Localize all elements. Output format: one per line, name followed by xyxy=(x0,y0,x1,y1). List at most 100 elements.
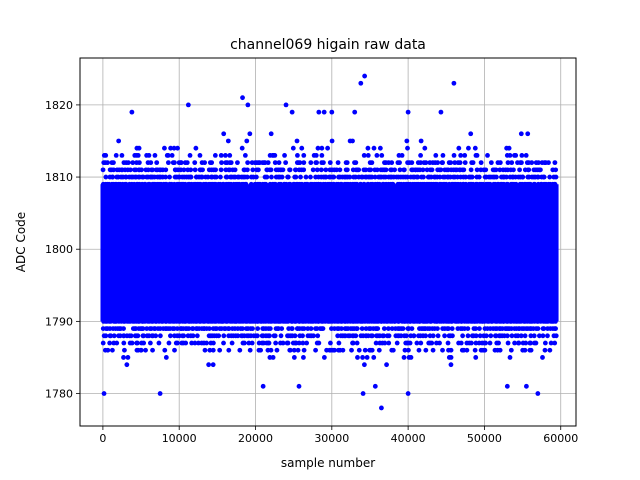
sample-point xyxy=(423,333,429,339)
sample-point xyxy=(263,181,269,187)
outlier-point xyxy=(240,95,245,101)
sample-point xyxy=(194,333,200,339)
sample-point xyxy=(319,145,325,151)
sample-point xyxy=(536,160,541,166)
sample-point xyxy=(445,340,451,346)
sample-point xyxy=(339,326,344,331)
sample-point xyxy=(320,326,326,331)
sample-point xyxy=(396,318,402,324)
sample-point xyxy=(540,333,546,339)
sample-point xyxy=(287,167,293,173)
sample-point xyxy=(163,355,169,360)
outlier-point xyxy=(504,383,510,389)
sample-point xyxy=(154,160,160,166)
sample-point xyxy=(213,167,218,173)
sample-point xyxy=(327,160,333,166)
sample-point xyxy=(295,347,301,353)
sample-point xyxy=(331,174,337,180)
sample-point xyxy=(448,362,454,368)
sample-point xyxy=(452,160,458,166)
sample-point xyxy=(449,326,455,331)
sample-point xyxy=(162,145,167,151)
sample-point xyxy=(108,318,114,324)
sample-point xyxy=(192,167,198,173)
sample-point xyxy=(368,167,374,173)
sample-point xyxy=(103,174,109,180)
y-axis-label: ADC Code xyxy=(14,212,28,272)
sample-point xyxy=(488,333,494,339)
sample-point xyxy=(553,167,559,173)
sample-point xyxy=(547,347,553,353)
sample-point xyxy=(229,340,235,346)
sample-point xyxy=(513,153,519,158)
outlier-point xyxy=(289,109,295,115)
sample-point xyxy=(438,167,444,173)
sample-point xyxy=(473,355,479,360)
sample-point xyxy=(536,333,542,339)
sample-point xyxy=(361,181,367,187)
sample-point xyxy=(165,160,171,166)
sample-point xyxy=(270,355,276,360)
sample-point xyxy=(300,340,306,346)
x-tick-label: 50000 xyxy=(467,432,502,445)
sample-point xyxy=(147,340,153,346)
sample-point xyxy=(287,347,293,353)
sample-point xyxy=(301,160,307,166)
sample-point xyxy=(174,326,180,331)
sample-point xyxy=(166,340,172,346)
sample-point xyxy=(369,160,375,166)
sample-point xyxy=(243,181,249,187)
sample-point xyxy=(125,160,131,166)
sample-point xyxy=(448,347,454,353)
sample-point xyxy=(522,333,528,339)
sample-point xyxy=(516,340,522,346)
sample-point xyxy=(399,153,405,158)
sample-point xyxy=(141,333,147,339)
sample-point xyxy=(482,347,488,353)
sample-point xyxy=(186,326,192,331)
sample-point xyxy=(494,174,499,180)
outlier-point xyxy=(360,391,366,396)
sample-point xyxy=(386,333,392,339)
x-axis-label: sample number xyxy=(281,456,375,470)
sample-point xyxy=(293,174,299,180)
sample-point xyxy=(385,326,391,331)
sample-point xyxy=(297,160,303,166)
sample-point xyxy=(267,326,273,331)
sample-point xyxy=(389,326,395,331)
sample-point xyxy=(135,340,140,346)
sample-point xyxy=(218,153,224,158)
sample-point xyxy=(525,131,531,137)
sample-point xyxy=(221,131,227,137)
sample-point xyxy=(290,145,296,151)
sample-point xyxy=(248,181,254,187)
sample-point xyxy=(296,340,302,346)
sample-point xyxy=(403,333,409,339)
outlier-point xyxy=(316,109,322,115)
sample-point xyxy=(440,160,445,166)
sample-point xyxy=(477,326,482,331)
sample-point xyxy=(344,167,350,173)
sample-point xyxy=(192,340,198,346)
sample-point xyxy=(250,326,255,331)
sample-point xyxy=(465,333,471,339)
sample-point xyxy=(485,153,490,158)
sample-point xyxy=(168,333,173,339)
sample-point xyxy=(462,153,468,158)
sample-point xyxy=(190,333,196,339)
sample-point xyxy=(303,174,309,180)
sample-point xyxy=(390,347,396,353)
sample-point xyxy=(247,347,253,353)
sample-point xyxy=(363,167,369,173)
sample-point xyxy=(152,153,158,158)
outlier-point xyxy=(296,383,302,389)
sample-point xyxy=(323,167,329,173)
sample-point xyxy=(523,153,529,158)
sample-point xyxy=(359,326,365,331)
sample-point xyxy=(409,326,415,331)
sample-point xyxy=(519,153,525,158)
sample-point xyxy=(377,145,383,151)
sample-point xyxy=(314,326,320,331)
sample-point xyxy=(529,160,535,166)
y-tick-label: 1810 xyxy=(45,171,73,184)
